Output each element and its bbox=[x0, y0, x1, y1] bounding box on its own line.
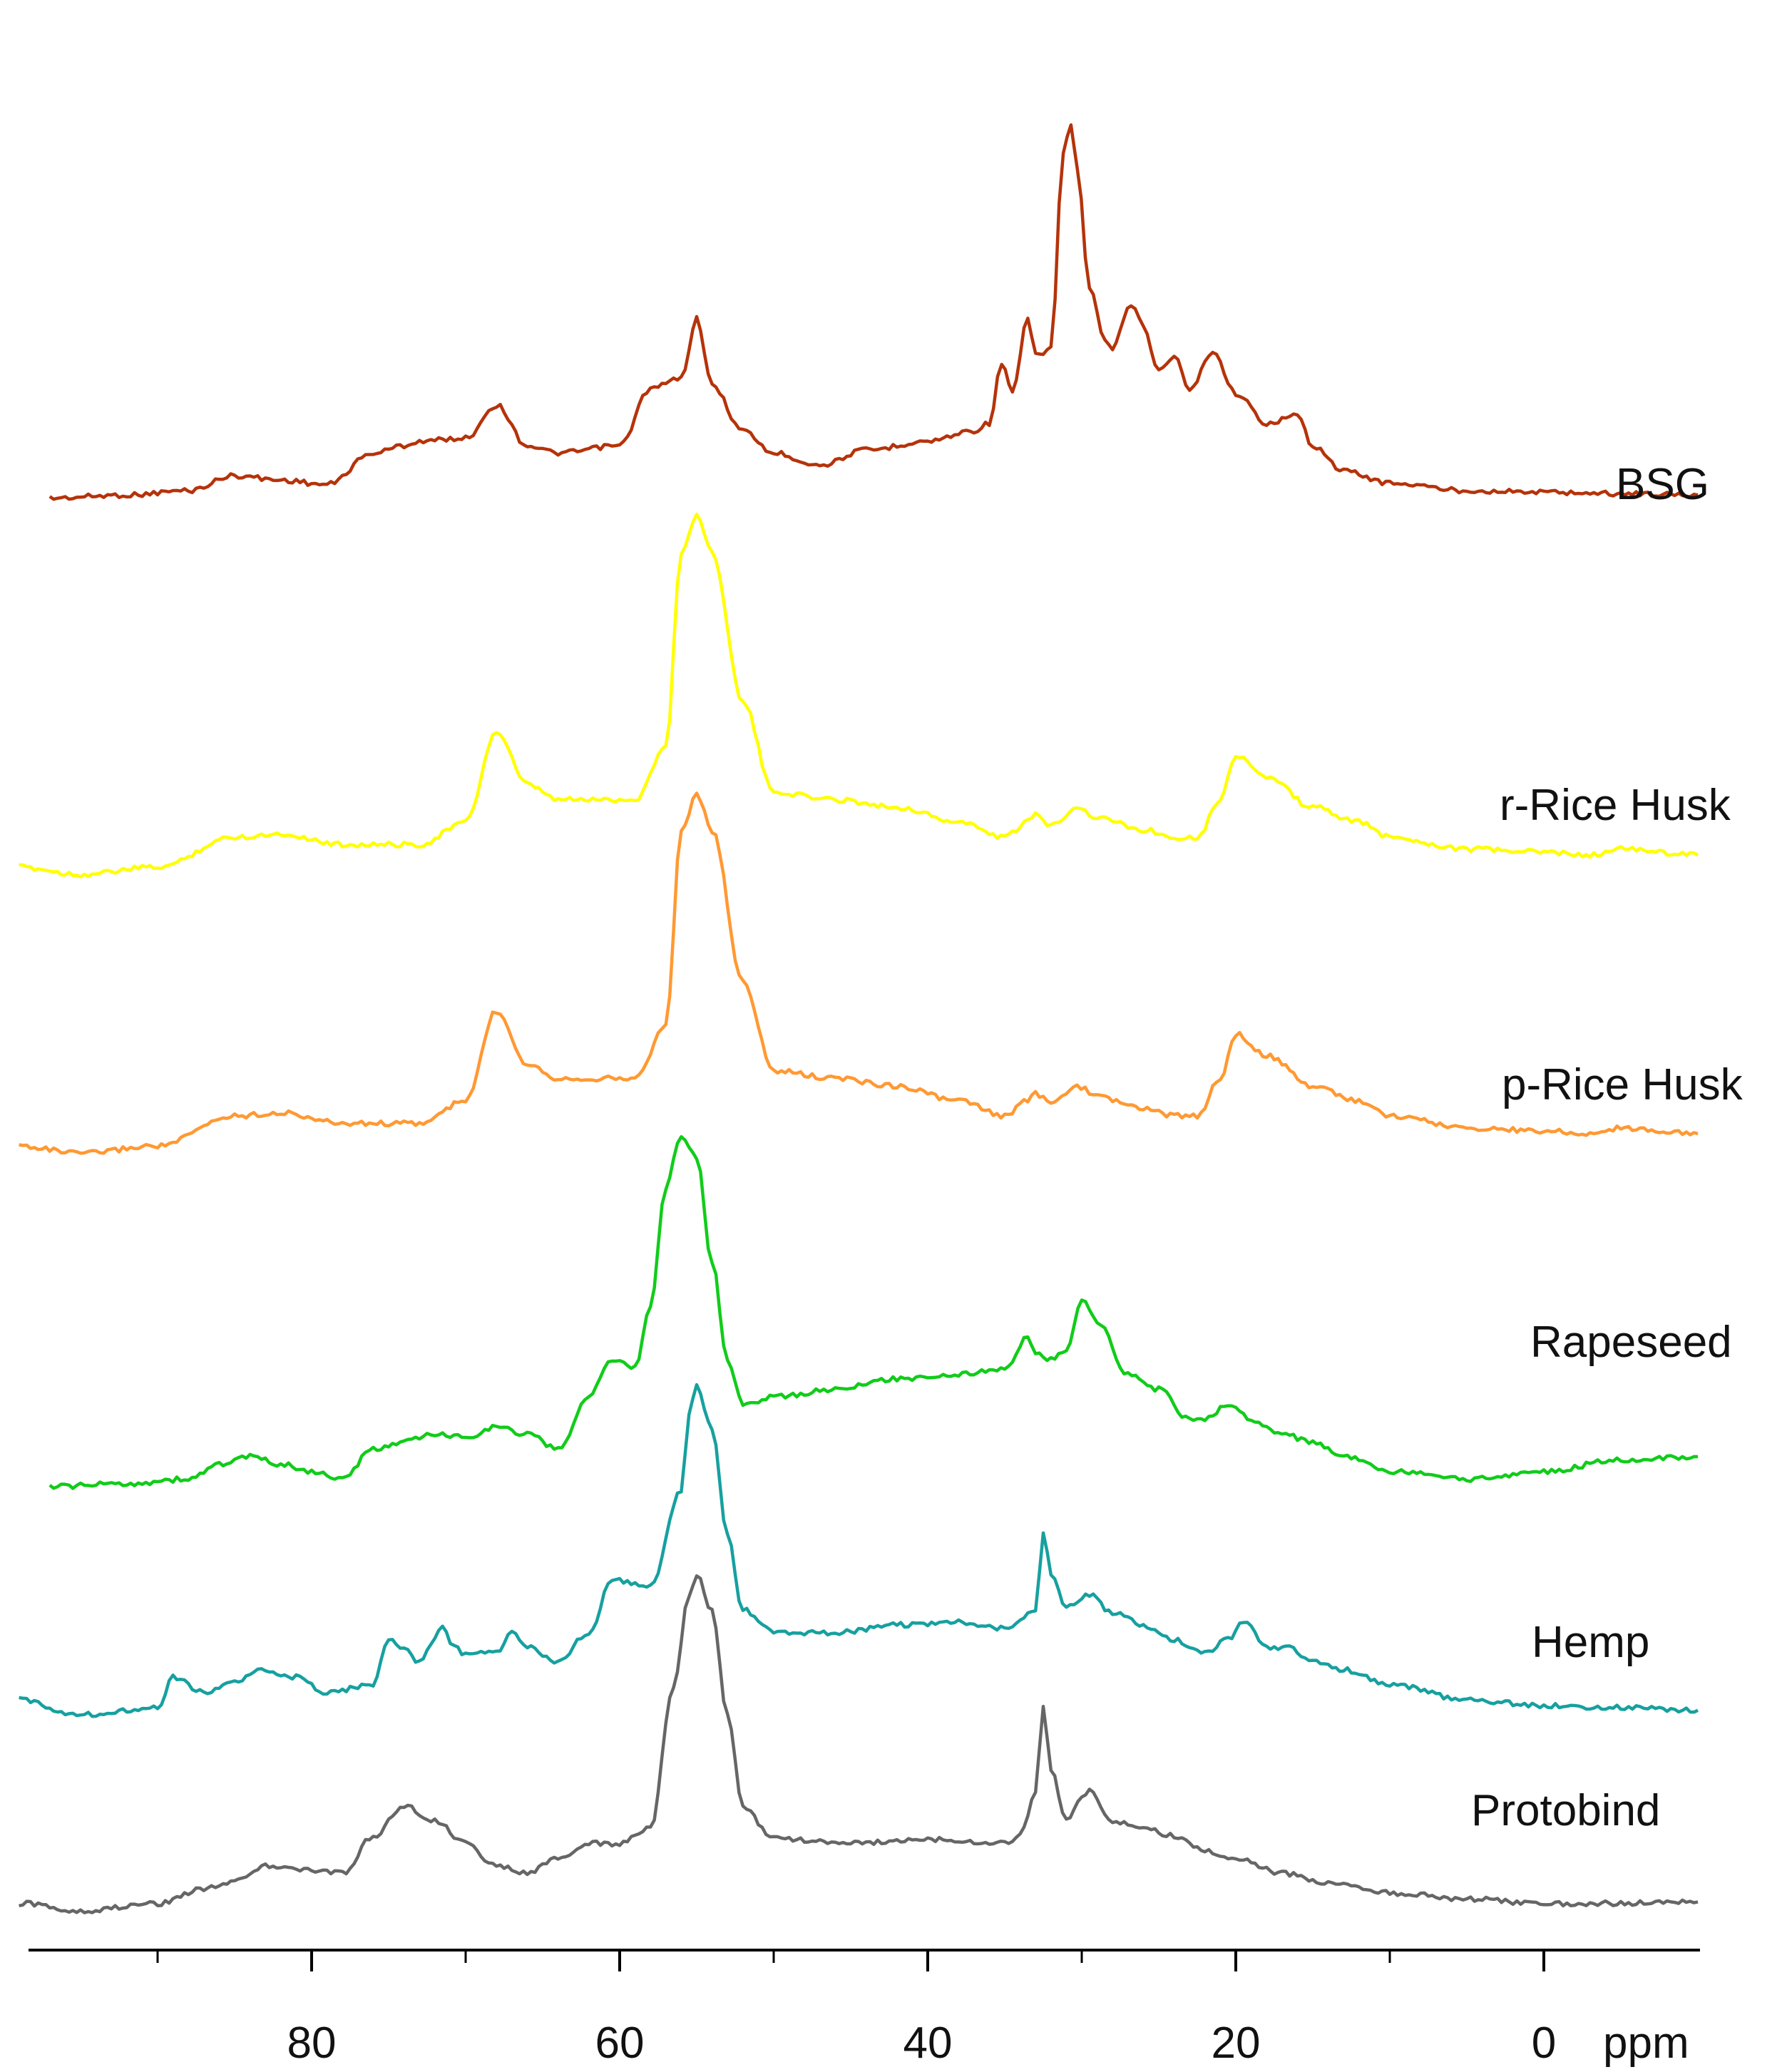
series-label: Hemp bbox=[1532, 1618, 1649, 1667]
tick-label: 80 bbox=[287, 2019, 337, 2068]
series-label: BSG bbox=[1616, 460, 1709, 509]
tick-label: 0 bbox=[1532, 2019, 1556, 2068]
series-line bbox=[19, 1574, 1699, 1914]
series-line bbox=[48, 1135, 1699, 1490]
series-label: Protobind bbox=[1471, 1786, 1660, 1835]
tick-label: 40 bbox=[903, 2019, 953, 2068]
x-axis-title: ppm bbox=[1603, 2019, 1689, 2068]
series-label: Rapeseed bbox=[1530, 1318, 1732, 1367]
series-label: p-Rice Husk bbox=[1502, 1060, 1744, 1109]
series-r-rice-husk: r-Rice Husk bbox=[19, 513, 1731, 878]
tick-label: 20 bbox=[1212, 2019, 1261, 2068]
series-label: r-Rice Husk bbox=[1500, 781, 1731, 830]
tick-label: 60 bbox=[595, 2019, 645, 2068]
series-bsg: BSG bbox=[48, 123, 1709, 509]
series-line bbox=[19, 1383, 1699, 1718]
x-ticks: 80 60 40 20 0 bbox=[156, 1950, 1556, 2068]
series-line bbox=[19, 513, 1699, 878]
series-p-rice-husk: p-Rice Husk bbox=[19, 791, 1744, 1155]
series-rapeseed: Rapeseed bbox=[48, 1135, 1732, 1490]
series-line bbox=[19, 791, 1699, 1155]
series-group: BSG r-Rice Husk p-Rice Husk Rapeseed Hemp Pro… bbox=[19, 123, 1744, 1914]
series-protobind: Protobind bbox=[19, 1574, 1699, 1914]
series-hemp: Hemp bbox=[19, 1383, 1699, 1718]
series-line bbox=[48, 123, 1699, 501]
